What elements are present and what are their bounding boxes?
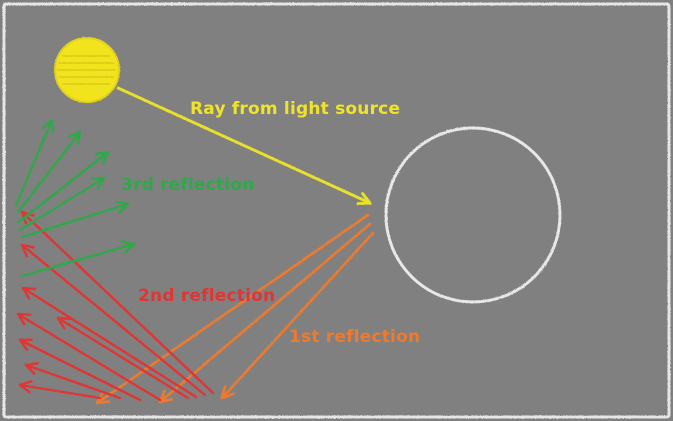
third-reflection-arrow (20, 240, 136, 278)
label-first-reflection: 1st reflection (289, 327, 421, 347)
ray-from-light-arrow (116, 86, 372, 206)
second-reflection-arrow (21, 286, 198, 399)
third-reflection-arrow (16, 130, 82, 214)
third-reflection-arrow (18, 176, 106, 232)
second-reflection-arrow (16, 312, 162, 402)
label-second-reflection: 2nd reflection (138, 286, 276, 306)
first-reflection-arrow (95, 213, 370, 405)
third-reflection-arrow (20, 200, 130, 239)
third-reflection-arrow (14, 118, 55, 207)
sun-icon (54, 37, 120, 103)
third-reflection-arrow (17, 150, 110, 224)
circle-object-icon (384, 126, 562, 304)
second-reflection-arrow (24, 362, 122, 400)
second-reflection-arrow (20, 243, 207, 397)
second-reflection-arrow (18, 338, 142, 402)
label-third-reflection: 3rd reflection (121, 175, 255, 195)
first-reflection-arrow (158, 222, 372, 404)
second-reflection-arrow (18, 380, 102, 400)
first-reflection-arrow (220, 231, 375, 400)
label-ray-from-light-source: Ray from light source (190, 99, 401, 119)
ray-group (14, 86, 375, 405)
second-reflection-arrow (56, 316, 190, 400)
